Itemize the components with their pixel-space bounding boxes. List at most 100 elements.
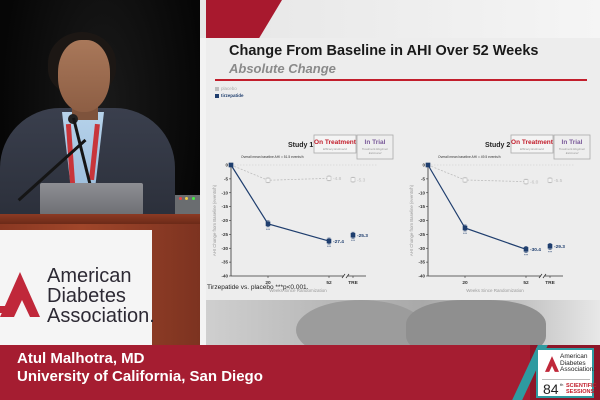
slide: Change From Baseline in AHI Over 52 Week… xyxy=(206,38,600,300)
in-trial-label: In Trial xyxy=(562,139,583,146)
data-point-tirzepatide xyxy=(425,162,431,168)
legend-label: tirzepatide xyxy=(221,93,244,98)
event-line: SCIENTIFIC xyxy=(566,383,597,389)
data-point-tirzepatide xyxy=(350,232,356,238)
series-line-placebo xyxy=(230,164,330,181)
on-treatment-box xyxy=(313,134,357,154)
on-treatment-sublabel: Efficacy Estimand xyxy=(323,147,347,151)
data-point-tirzepatide xyxy=(326,238,332,244)
led-icon xyxy=(192,197,195,200)
slide-header-band xyxy=(200,0,600,38)
badge-edition: 84 xyxy=(543,381,559,397)
in-trial-sublabel: Estimand xyxy=(566,151,579,155)
x-tick-label: 52 xyxy=(326,280,332,286)
data-label-placebo: -6.0 xyxy=(530,179,539,185)
badge-org-name: American Diabetes Association. xyxy=(560,353,596,374)
data-label-tirzepatide: -30.4 xyxy=(530,247,541,253)
series-line-placebo xyxy=(427,164,527,183)
x-tick-label: TRE xyxy=(348,280,358,286)
baseline-note: Overall mean baseline AHI = 49.5 events/… xyxy=(438,155,501,159)
legend-swatch xyxy=(215,93,219,98)
badge-divider xyxy=(542,379,590,380)
y-tick-label: -40 xyxy=(418,274,425,279)
y-tick-label: -10 xyxy=(221,190,228,195)
slide-red-accent xyxy=(206,0,282,38)
ada-logo-icon xyxy=(0,272,40,317)
org-line: Association. xyxy=(47,305,155,327)
y-tick-label: 0 xyxy=(225,163,228,168)
org-line: American xyxy=(47,265,132,287)
on-treatment-box xyxy=(510,134,554,154)
legend-item-tirzepatide: tirzepatide xyxy=(215,93,244,98)
podium-top xyxy=(0,214,205,224)
significance-marker: *** xyxy=(463,232,468,236)
x-tick-label: 52 xyxy=(523,280,529,286)
baseline-note: Overall mean baseline AHI = 51.5 events/… xyxy=(241,155,304,159)
tre-label-placebo: -5.5 xyxy=(554,178,563,184)
title-divider xyxy=(215,79,587,81)
data-label-placebo: -4.8 xyxy=(333,176,342,182)
y-tick-label: -15 xyxy=(221,204,228,209)
x-tick-label: TRE xyxy=(545,280,555,286)
data-point-placebo xyxy=(523,179,529,184)
series-line-tirzepatide xyxy=(230,164,330,242)
data-point-tirzepatide xyxy=(228,162,234,168)
in-trial-sublabel: Treatment-Regimen xyxy=(559,147,586,151)
in-trial-label: In Trial xyxy=(365,139,386,146)
on-treatment-label: On Treatment xyxy=(511,139,554,146)
x-tick-label: 20 xyxy=(265,280,271,286)
y-tick-label: -25 xyxy=(221,232,228,237)
y-tick-label: -35 xyxy=(221,260,228,265)
data-point-tirzepatide xyxy=(265,221,271,227)
laptop xyxy=(40,183,143,215)
significance-marker: *** xyxy=(351,239,356,243)
x-axis-label: Weeks Since Randomization xyxy=(269,288,327,293)
axis-break-icon xyxy=(538,273,547,279)
y-tick-label: -30 xyxy=(418,246,425,251)
x-tick-label: 20 xyxy=(462,280,468,286)
y-tick-label: 0 xyxy=(422,163,425,168)
speaker-video: American Diabetes Association. xyxy=(0,0,205,345)
podium-org-name: American Diabetes Association. xyxy=(47,266,155,326)
data-point-placebo xyxy=(350,177,356,183)
ada-logo-icon xyxy=(545,356,559,372)
data-label-tirzepatide: -27.4 xyxy=(333,239,344,245)
data-point-tirzepatide xyxy=(523,247,529,252)
in-trial-box xyxy=(356,134,394,160)
chart-title: Study 1 xyxy=(288,142,313,149)
podium-device xyxy=(175,195,202,215)
in-trial-sublabel: Treatment-Regimen xyxy=(362,147,389,151)
series-line-tirzepatide xyxy=(427,164,527,250)
axis-break-icon xyxy=(341,273,350,279)
badge-event-name: SCIENTIFIC SESSIONS xyxy=(566,383,597,395)
org-line: Diabetes xyxy=(560,359,586,367)
speaker-name: Atul Malhotra, MD xyxy=(17,350,145,367)
photo-shape xyxy=(296,300,426,345)
data-point-tirzepatide xyxy=(462,225,468,231)
chart-legend: placebo tirzepatide xyxy=(215,86,244,100)
data-point-placebo xyxy=(462,177,468,183)
significance-marker: *** xyxy=(524,253,529,257)
data-point-placebo xyxy=(326,176,332,181)
footnote: Tirzepatide vs. placebo ***p<0.001. xyxy=(207,284,309,291)
org-line: Association. xyxy=(560,366,596,373)
y-axis-label: AHI Change from Baseline (events/h) xyxy=(409,184,414,256)
data-point-tirzepatide xyxy=(547,244,553,249)
badge-edition-suffix: th xyxy=(560,382,564,387)
led-icon xyxy=(185,197,188,200)
speaker-affiliation: University of California, San Diego xyxy=(17,368,263,385)
legend-label: placebo xyxy=(221,86,237,91)
significance-marker: *** xyxy=(548,250,553,254)
slide-subtitle: Absolute Change xyxy=(229,61,336,76)
tre-label-placebo: -5.3 xyxy=(357,178,366,184)
lower-third: Atul Malhotra, MD University of Californ… xyxy=(0,345,600,400)
y-tick-label: -5 xyxy=(421,176,425,181)
on-treatment-sublabel: Efficacy Estimand xyxy=(520,147,544,151)
data-point-placebo xyxy=(547,177,553,183)
event-badge: American Diabetes Association. 84 th SCI… xyxy=(536,348,597,398)
tre-label-tirzepatide: -25.3 xyxy=(357,233,368,239)
y-tick-label: -30 xyxy=(221,246,228,251)
y-axis-label: AHI Change from Baseline (events/h) xyxy=(212,184,217,256)
slide-frame: Change From Baseline in AHI Over 52 Week… xyxy=(200,0,600,345)
